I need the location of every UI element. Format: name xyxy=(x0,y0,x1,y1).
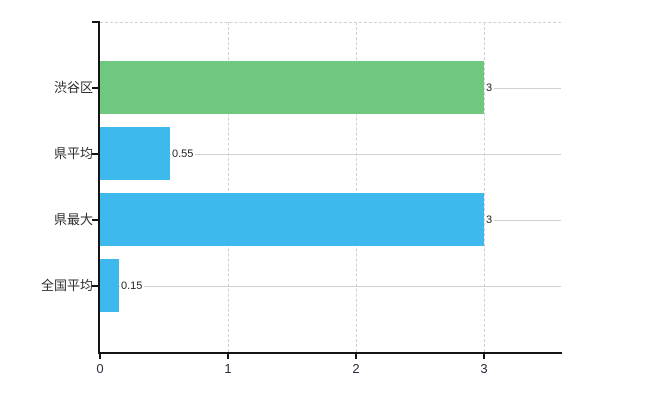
bar-value-label: 3 xyxy=(485,80,495,96)
bar xyxy=(100,193,484,246)
y-axis-tick xyxy=(92,87,100,89)
bar xyxy=(100,259,119,312)
row-gridline xyxy=(100,154,561,155)
category-label: 県平均 xyxy=(53,146,93,161)
category-label: 渋谷区 xyxy=(53,80,93,95)
bar-value-label: 0.15 xyxy=(120,278,145,294)
y-axis-end-tick xyxy=(92,21,100,23)
x-axis-tick xyxy=(483,352,485,359)
x-tick-label: 2 xyxy=(352,361,360,376)
x-axis-tick xyxy=(355,352,357,359)
x-tick-label: 0 xyxy=(96,361,104,376)
x-tick-label: 1 xyxy=(224,361,232,376)
category-label: 県最大 xyxy=(53,212,93,227)
x-tick-label: 3 xyxy=(480,361,488,376)
bar xyxy=(100,127,170,180)
bar xyxy=(100,61,484,114)
y-axis-tick xyxy=(92,285,100,287)
vertical-gridline xyxy=(356,22,357,352)
y-axis-tick xyxy=(92,153,100,155)
vertical-gridline xyxy=(228,22,229,352)
vertical-gridline xyxy=(484,22,485,352)
x-axis-tick xyxy=(227,352,229,359)
category-label: 全国平均 xyxy=(40,278,93,293)
bar-value-label: 0.55 xyxy=(171,146,196,162)
y-axis-tick xyxy=(92,219,100,221)
x-axis-line xyxy=(98,352,562,354)
plot-top-border xyxy=(100,22,561,23)
row-gridline xyxy=(100,286,561,287)
x-axis-tick xyxy=(99,352,101,359)
y-axis-line xyxy=(98,22,100,354)
bar-value-label: 3 xyxy=(485,212,495,228)
